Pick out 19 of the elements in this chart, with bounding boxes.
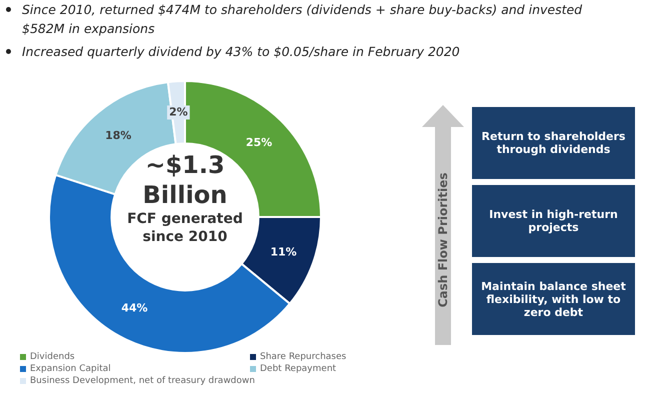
text: FCF generated since 2010 xyxy=(126,210,244,246)
text: Billion xyxy=(142,180,228,210)
legend-label: Debt Repayment xyxy=(260,364,336,374)
text: Maintain balance sheet flexibility, with low to zero debt xyxy=(472,263,635,335)
data-label: 18% xyxy=(105,129,132,142)
data-label: 11% xyxy=(270,245,297,258)
legend-label: Expansion Capital xyxy=(30,364,111,374)
text: ~$1.3 xyxy=(144,150,226,180)
text: Invest in high-return projects xyxy=(472,185,635,257)
legend-label: Business Development, net of treasury drawdown xyxy=(30,376,255,386)
text: Increased quarterly dividend by 43% to $0.05/share in February 2020 xyxy=(22,44,460,59)
legend-label: Dividends xyxy=(30,352,75,362)
text: Cash Flow Priorities xyxy=(436,172,450,308)
data-label: 2% xyxy=(169,105,188,118)
text: Return to shareholders through dividends xyxy=(472,107,635,179)
data-label: 44% xyxy=(121,302,148,315)
data-label: 25% xyxy=(246,136,272,149)
legend-label: Share Repurchases xyxy=(260,352,346,362)
text: Since 2010, returned $474M to shareholders (dividends + share buy-backs) and invested $582M in expansions xyxy=(22,2,582,36)
